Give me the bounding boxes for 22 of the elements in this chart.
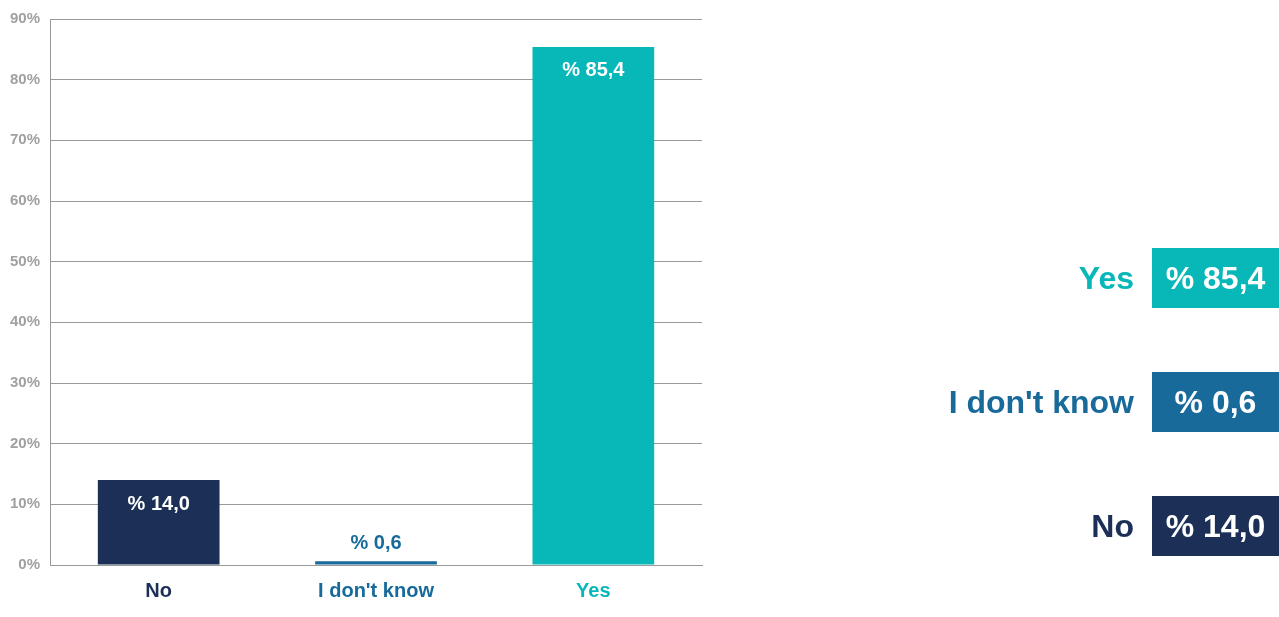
- y-tick-label: 90%: [9, 9, 41, 27]
- y-tick-label: 60%: [9, 191, 41, 209]
- y-tick-label: 10%: [9, 494, 41, 512]
- category-label: Yes: [1078, 259, 1134, 296]
- category-label: No: [1091, 507, 1134, 544]
- y-tick-label: 20%: [9, 433, 41, 451]
- data-label: % 85,4: [562, 58, 626, 81]
- data-label: % 0,6: [350, 530, 402, 553]
- x-tick-label: No: [145, 578, 173, 601]
- x-tick-label: Yes: [576, 578, 611, 601]
- text: % 0,6: [1174, 383, 1257, 420]
- y-tick-label: 0%: [18, 555, 41, 573]
- y-tick-label: 70%: [9, 130, 41, 148]
- y-tick-label: 80%: [9, 69, 41, 87]
- data-label: % 14,0: [127, 491, 190, 514]
- text: % 14,0: [1165, 507, 1266, 544]
- y-tick-label: 40%: [9, 312, 41, 330]
- x-tick-label: I don't know: [318, 578, 435, 601]
- y-tick-label: 50%: [9, 251, 41, 269]
- y-tick-label: 30%: [9, 373, 41, 391]
- text: % 85,4: [1165, 259, 1266, 296]
- category-label: I don't know: [948, 383, 1134, 420]
